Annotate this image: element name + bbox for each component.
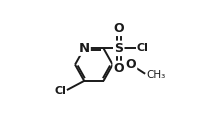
Text: CH₃: CH₃ — [146, 70, 166, 80]
Text: O: O — [113, 62, 124, 75]
Text: S: S — [114, 42, 123, 55]
Text: Cl: Cl — [137, 43, 148, 53]
Text: O: O — [113, 22, 124, 35]
Text: Cl: Cl — [54, 86, 66, 96]
Text: O: O — [126, 58, 136, 71]
Text: N: N — [79, 42, 90, 55]
